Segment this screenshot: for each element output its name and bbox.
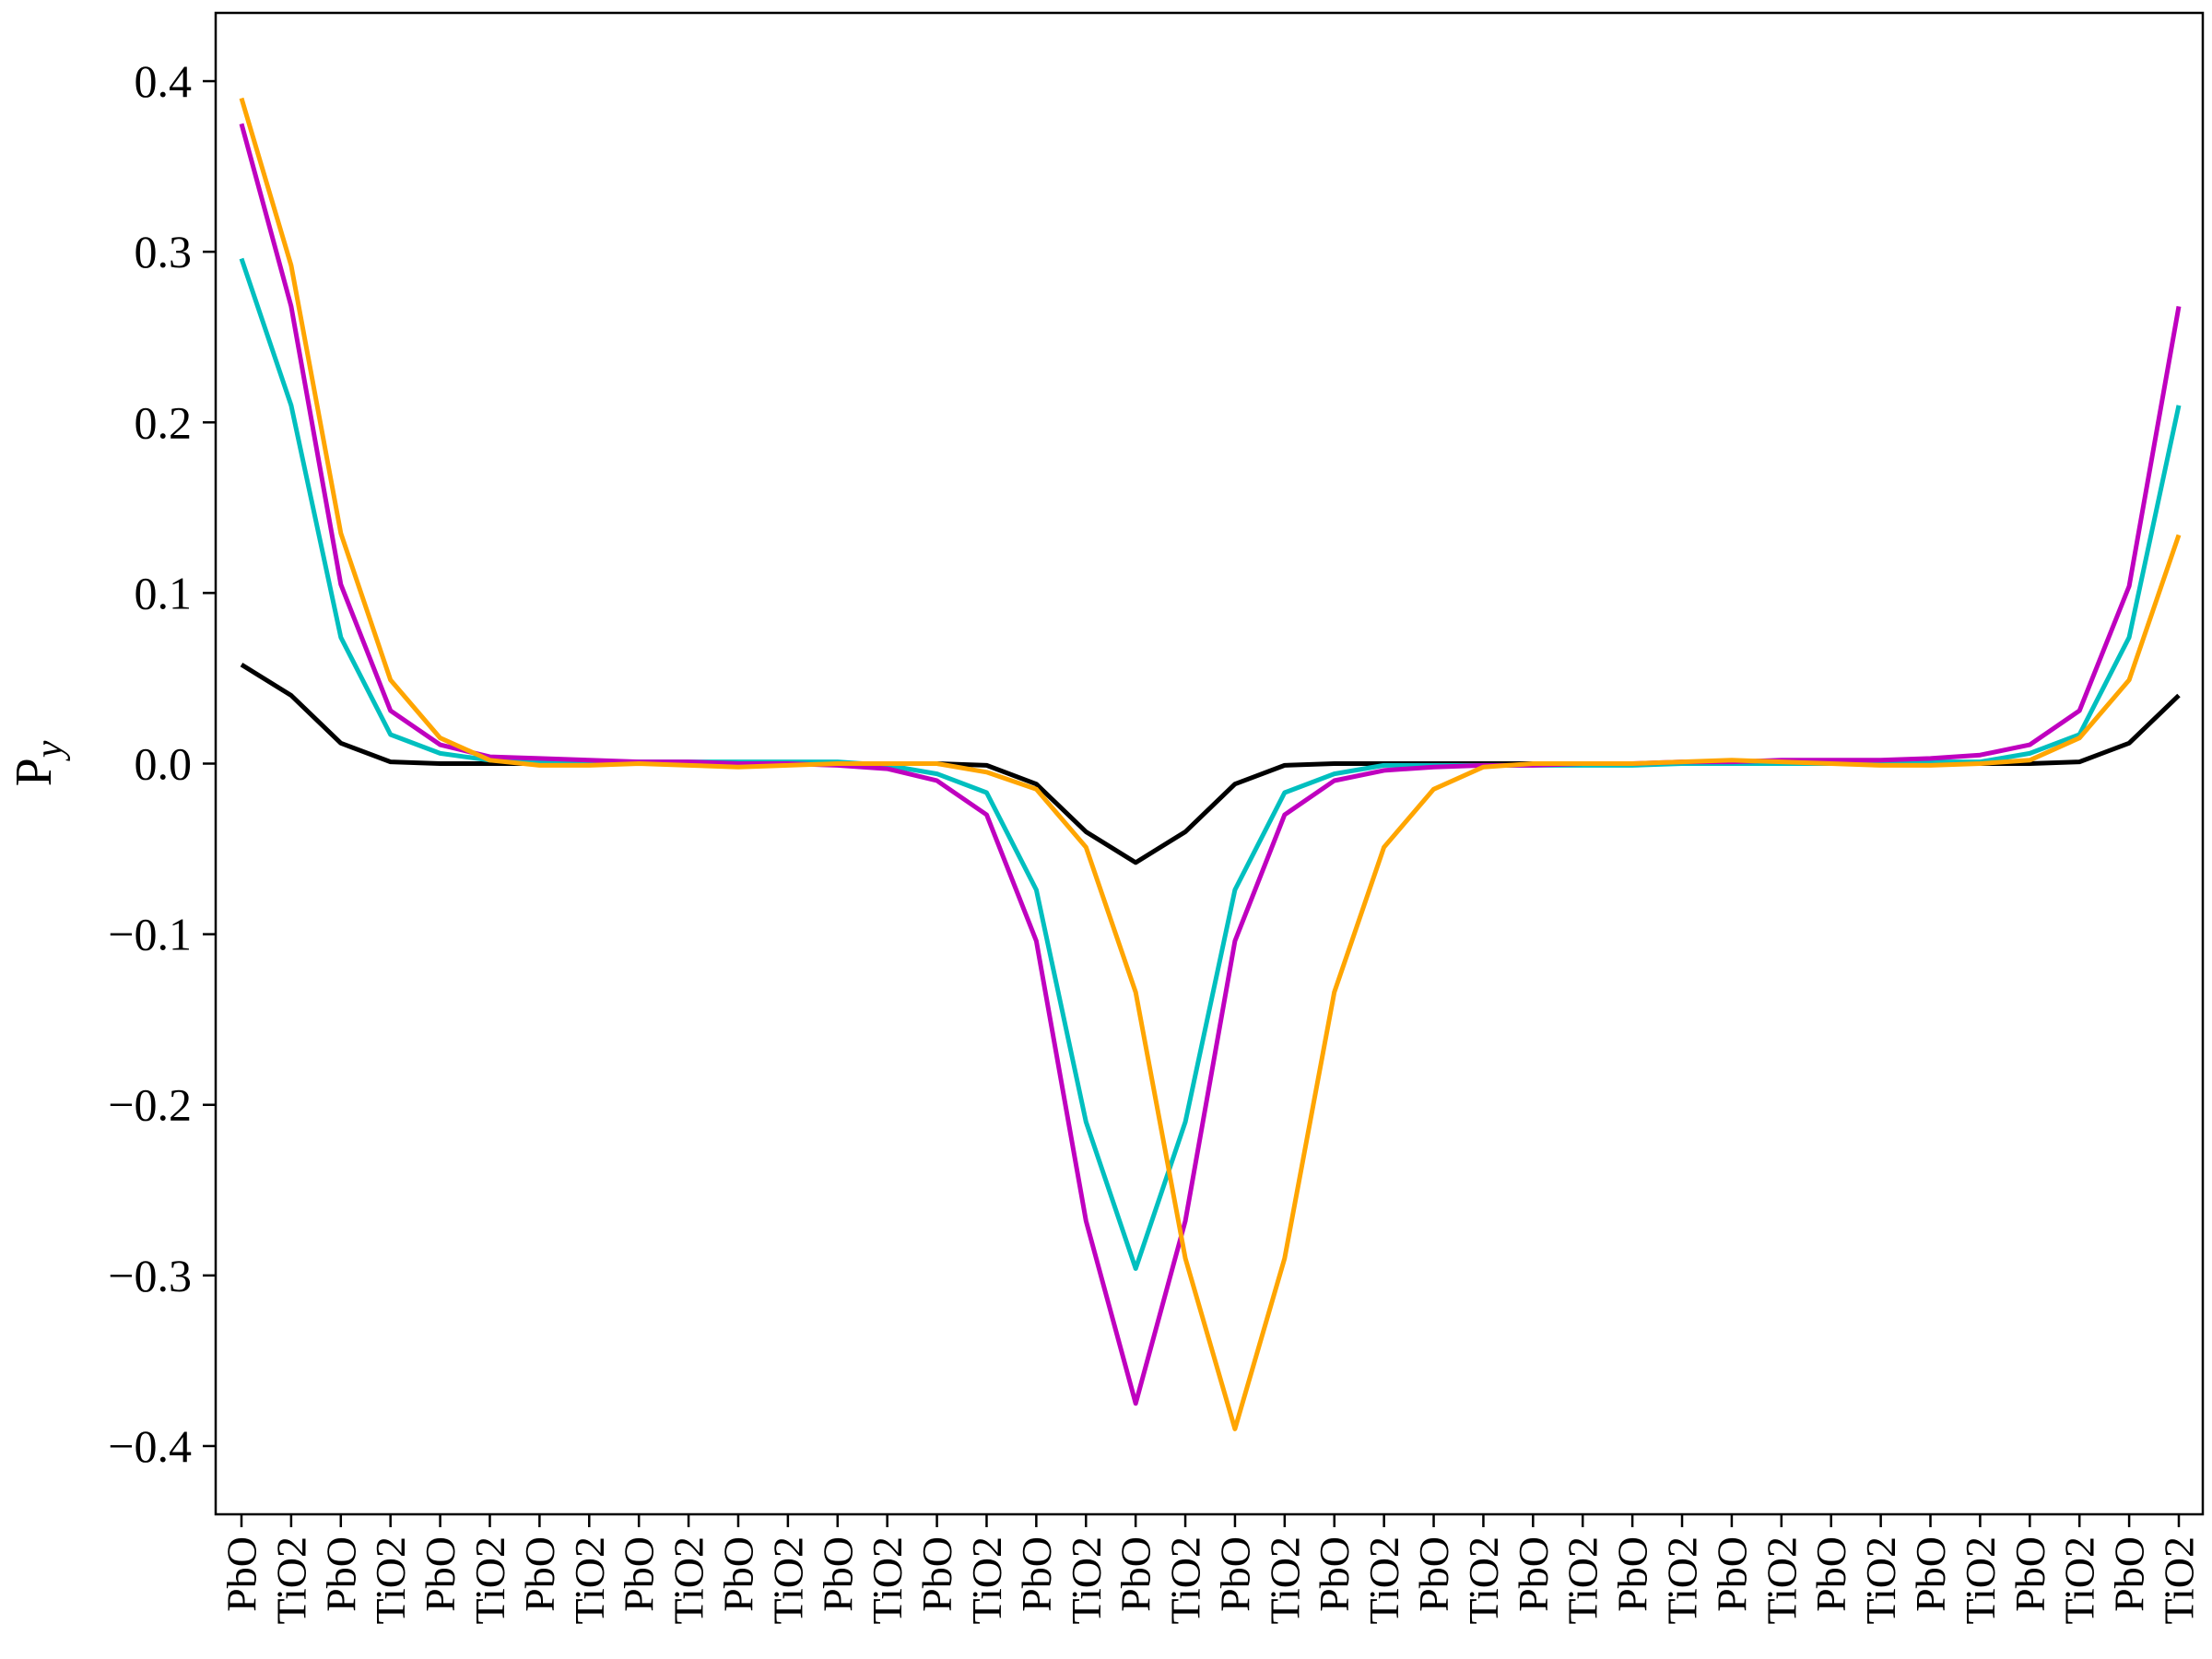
y-tick-label: 0.0 [135,738,193,790]
y-tick-label: 0.2 [135,396,193,448]
x-tick-label: TiO2 [1659,1536,1706,1624]
x-tick-label: PbO [317,1536,364,1612]
x-tick-label: TiO2 [1758,1536,1805,1624]
x-tick-label: PbO [2106,1536,2153,1612]
y-tick-label: 0.3 [135,226,193,277]
y-tick-label: −0.2 [108,1079,192,1131]
y-axis: 0.4 0.3 0.2 0.1 0.0 −0.1 −0.2 −0.3 −0.4 [108,55,216,1472]
x-tick-label: TiO2 [2056,1536,2103,1624]
x-tick-label: TiO2 [1559,1536,1606,1624]
x-tick-label: TiO2 [1857,1536,1904,1624]
x-tick-label: PbO [218,1536,265,1612]
x-tick-label: TiO2 [864,1536,911,1624]
x-tick-label: TiO2 [764,1536,811,1624]
x-tick-label: TiO2 [1460,1536,1507,1624]
x-axis: PbO TiO2 PbO TiO2 PbO TiO2 PbO TiO2 PbO TiO2 PbO Ti… [218,1514,2203,1624]
y-tick-label: 0.1 [135,567,193,618]
y-axis-title-subscript: y [29,740,71,761]
x-tick-label: PbO [1211,1536,1258,1612]
x-tick-label: TiO2 [466,1536,513,1624]
y-tick-label: −0.3 [108,1250,192,1301]
x-tick-label: PbO [1907,1536,1954,1612]
x-tick-label: PbO [913,1536,960,1612]
series-line-4 [239,97,2182,1431]
x-tick-label: TiO2 [566,1536,613,1624]
series-layer [239,97,2182,1431]
x-tick-label: TiO2 [1360,1536,1407,1624]
x-tick-label: TiO2 [963,1536,1010,1624]
y-tick-label: −0.1 [108,909,192,960]
y-tick-label: −0.4 [108,1420,192,1472]
y-tick-label: 0.4 [135,55,193,107]
x-tick-label: TiO2 [1261,1536,1308,1624]
x-tick-label: TiO2 [1063,1536,1110,1624]
series-line-3 [239,123,2182,1406]
x-tick-label: TiO2 [1957,1536,2004,1624]
x-tick-label: PbO [1410,1536,1457,1612]
x-tick-label: PbO [417,1536,464,1612]
x-tick-label: PbO [1510,1536,1557,1612]
y-axis-title-main: P [6,758,63,786]
x-tick-label: PbO [1013,1536,1060,1612]
x-tick-label: PbO [516,1536,563,1612]
x-tick-label: TiO2 [267,1536,314,1624]
x-tick-label: PbO [2006,1536,2053,1612]
x-tick-label: TiO2 [665,1536,712,1624]
x-tick-label: PbO [814,1536,861,1612]
x-tick-label: TiO2 [1162,1536,1209,1624]
x-tick-label: PbO [1609,1536,1656,1612]
x-tick-label: PbO [714,1536,761,1612]
x-tick-label: TiO2 [367,1536,414,1624]
x-tick-label: PbO [1112,1536,1159,1612]
y-axis-title: Py [6,740,71,786]
x-tick-label: PbO [1708,1536,1755,1612]
x-tick-label: TiO2 [2156,1536,2203,1624]
x-tick-label: PbO [1807,1536,1854,1612]
plot-frame [214,11,2205,1516]
x-tick-label: PbO [1311,1536,1358,1612]
x-tick-label: PbO [616,1536,663,1612]
